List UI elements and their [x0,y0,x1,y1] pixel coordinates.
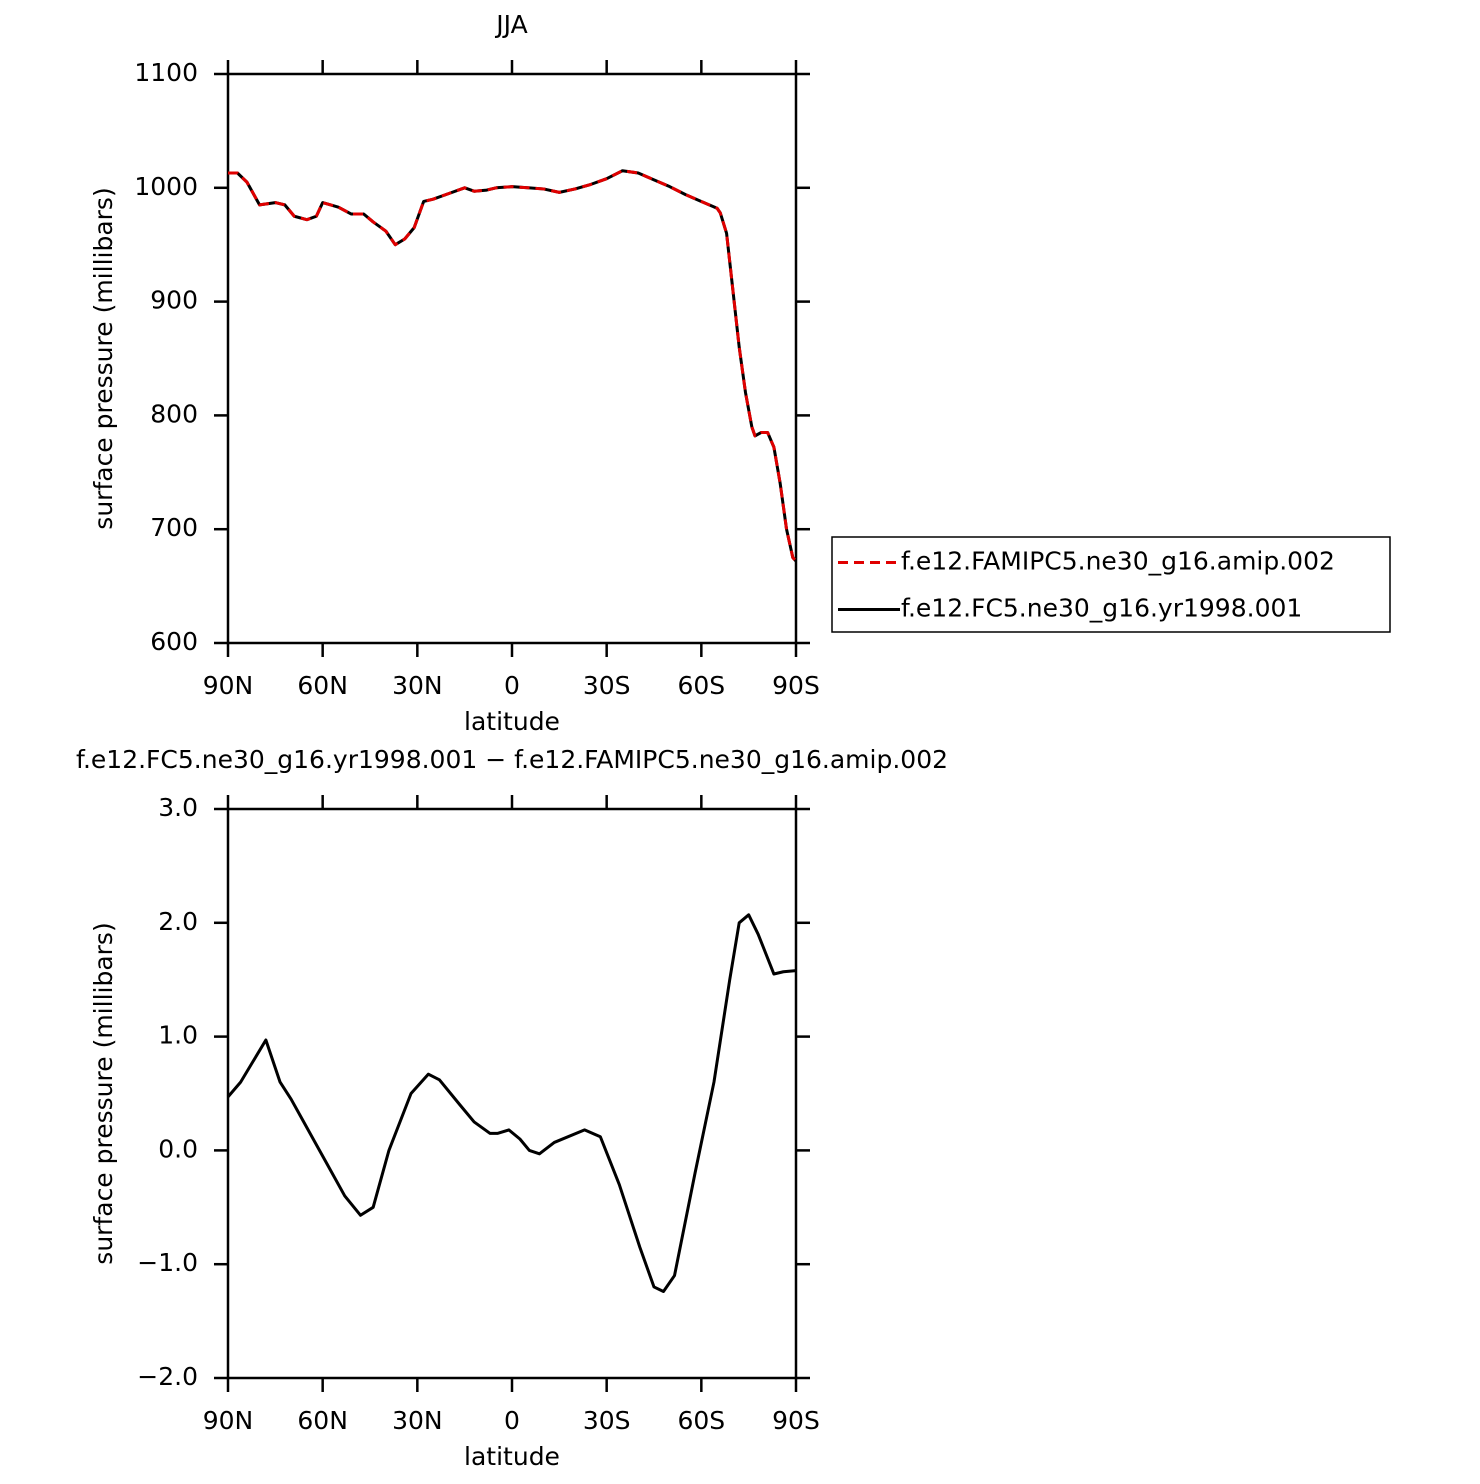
plot-frame [226,72,798,645]
x-tick-label: 30S [583,1406,631,1435]
y-tick-label: 1000 [134,172,198,201]
x-tick-label: 90S [772,1406,820,1435]
y-tick-label: 1100 [134,58,198,87]
legend-label: f.e12.FC5.ne30_g16.yr1998.001 [901,594,1302,623]
x-tick-label: 90S [772,671,820,700]
data-line [228,169,798,563]
data-line [226,913,797,1294]
y-tick-label: 0.0 [158,1134,198,1163]
y-tick-label: 1.0 [158,1021,198,1050]
x-axis-label: latitude [464,1442,560,1471]
y-tick-label: 2.0 [158,907,198,936]
x-tick-label: 90N [203,671,254,700]
data-line [228,169,798,563]
y-tick-label: −1.0 [137,1248,198,1277]
x-tick-label: 60S [677,1406,725,1435]
y-tick-label: 900 [150,286,198,315]
x-tick-label: 30N [392,671,443,700]
y-tick-label: 700 [150,513,198,542]
y-tick-label: 800 [150,399,198,428]
y-axis-label: surface pressure (millibars) [89,922,118,1264]
x-tick-label: 60N [297,671,348,700]
y-tick-label: −2.0 [137,1362,198,1391]
y-axis-label: surface pressure (millibars) [89,187,118,529]
x-tick-label: 30S [583,671,631,700]
x-tick-label: 60S [677,671,725,700]
y-tick-label: 3.0 [158,793,198,822]
y-tick-label: 600 [150,627,198,656]
chart-title: JJA [494,10,527,39]
x-axis-label: latitude [464,707,560,736]
x-tick-label: 60N [297,1406,348,1435]
x-tick-label: 90N [203,1406,254,1435]
x-tick-label: 30N [392,1406,443,1435]
x-tick-label: 0 [504,1406,520,1435]
legend-box [831,536,1391,633]
chart-title: f.e12.FC5.ne30_g16.yr1998.001 − f.e12.FA… [76,745,948,774]
x-tick-label: 0 [504,671,520,700]
legend-label: f.e12.FAMIPC5.ne30_g16.amip.002 [901,547,1335,576]
